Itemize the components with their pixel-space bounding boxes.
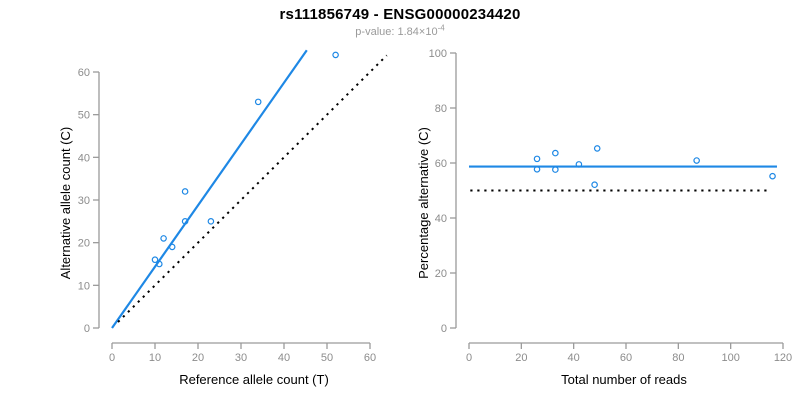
data-point xyxy=(552,149,559,157)
data-point xyxy=(156,260,163,268)
fit-line xyxy=(111,49,308,329)
x-tick-label: 60 xyxy=(364,352,376,364)
pvalue-subtitle: p-value: 1.84×10-4 xyxy=(0,23,800,38)
x-tick-label: 20 xyxy=(192,352,204,364)
x-tick-label: 0 xyxy=(109,352,115,364)
x-tick-label: 10 xyxy=(149,352,161,364)
y-tick-label: 20 xyxy=(435,268,447,280)
data-point xyxy=(591,181,598,189)
identity-line xyxy=(117,54,388,323)
data-point xyxy=(168,243,176,251)
x-tick-label: 120 xyxy=(774,352,792,364)
data-point xyxy=(181,218,189,225)
data-point xyxy=(151,256,159,264)
y-tick-label: 80 xyxy=(435,103,447,115)
pvalue-exponent: -4 xyxy=(437,23,445,33)
figure-title: rs111856749 - ENSG00000234420 xyxy=(279,6,521,23)
data-point xyxy=(533,155,541,163)
pvalue-base: 1.84×10 xyxy=(397,26,438,38)
x-axis-title: Total number of reads xyxy=(561,372,687,387)
y-tick-label: 40 xyxy=(435,213,447,225)
scatter-panel-right: 0 20 40 60 80 100 120 0 20 40 60 80 100 Total number … xyxy=(416,48,792,387)
y-tick-label: 60 xyxy=(78,67,90,79)
x-axis-title: Reference allele count (T) xyxy=(179,372,329,387)
data-point xyxy=(254,98,262,106)
y-tick-label: 0 xyxy=(84,323,90,335)
x-tick-label: 20 xyxy=(515,352,527,364)
figure-header: rs111856749 - ENSG00000234420 p-value: 1… xyxy=(0,6,800,38)
y-tick-label: 100 xyxy=(429,48,447,60)
data-point xyxy=(769,172,776,180)
y-tick-label: 60 xyxy=(435,158,447,170)
data-point xyxy=(181,188,189,195)
x-tick-label: 30 xyxy=(235,352,247,364)
y-tick-label: 20 xyxy=(78,238,90,250)
x-tick-label: 80 xyxy=(672,352,684,364)
pvalue-label: p-value: xyxy=(355,26,398,38)
data-point xyxy=(160,235,167,242)
y-tick-label: 10 xyxy=(78,280,90,292)
y-tick-label: 30 xyxy=(78,195,90,207)
data-point xyxy=(575,161,583,168)
data-point xyxy=(693,157,700,164)
y-axis-title: Alternative allele count (C) xyxy=(58,127,73,279)
y-axis-title: Percentage alternative (C) xyxy=(416,127,431,279)
data-point xyxy=(332,51,339,59)
x-tick-label: 60 xyxy=(620,352,632,364)
data-point xyxy=(207,218,215,225)
x-tick-label: 40 xyxy=(568,352,580,364)
x-tick-label: 0 xyxy=(466,352,472,364)
scatter-panel-left: 0 10 20 30 40 50 60 0 10 20 30 40 50 60 Reference alle… xyxy=(58,49,388,387)
x-tick-label: 50 xyxy=(321,352,333,364)
data-point xyxy=(552,166,559,173)
y-tick-label: 40 xyxy=(78,152,90,164)
y-tick-label: 0 xyxy=(441,323,447,335)
data-point xyxy=(533,166,541,173)
y-tick-label: 50 xyxy=(78,110,90,122)
data-point xyxy=(593,145,601,152)
x-tick-label: 40 xyxy=(278,352,290,364)
x-tick-label: 100 xyxy=(721,352,739,364)
